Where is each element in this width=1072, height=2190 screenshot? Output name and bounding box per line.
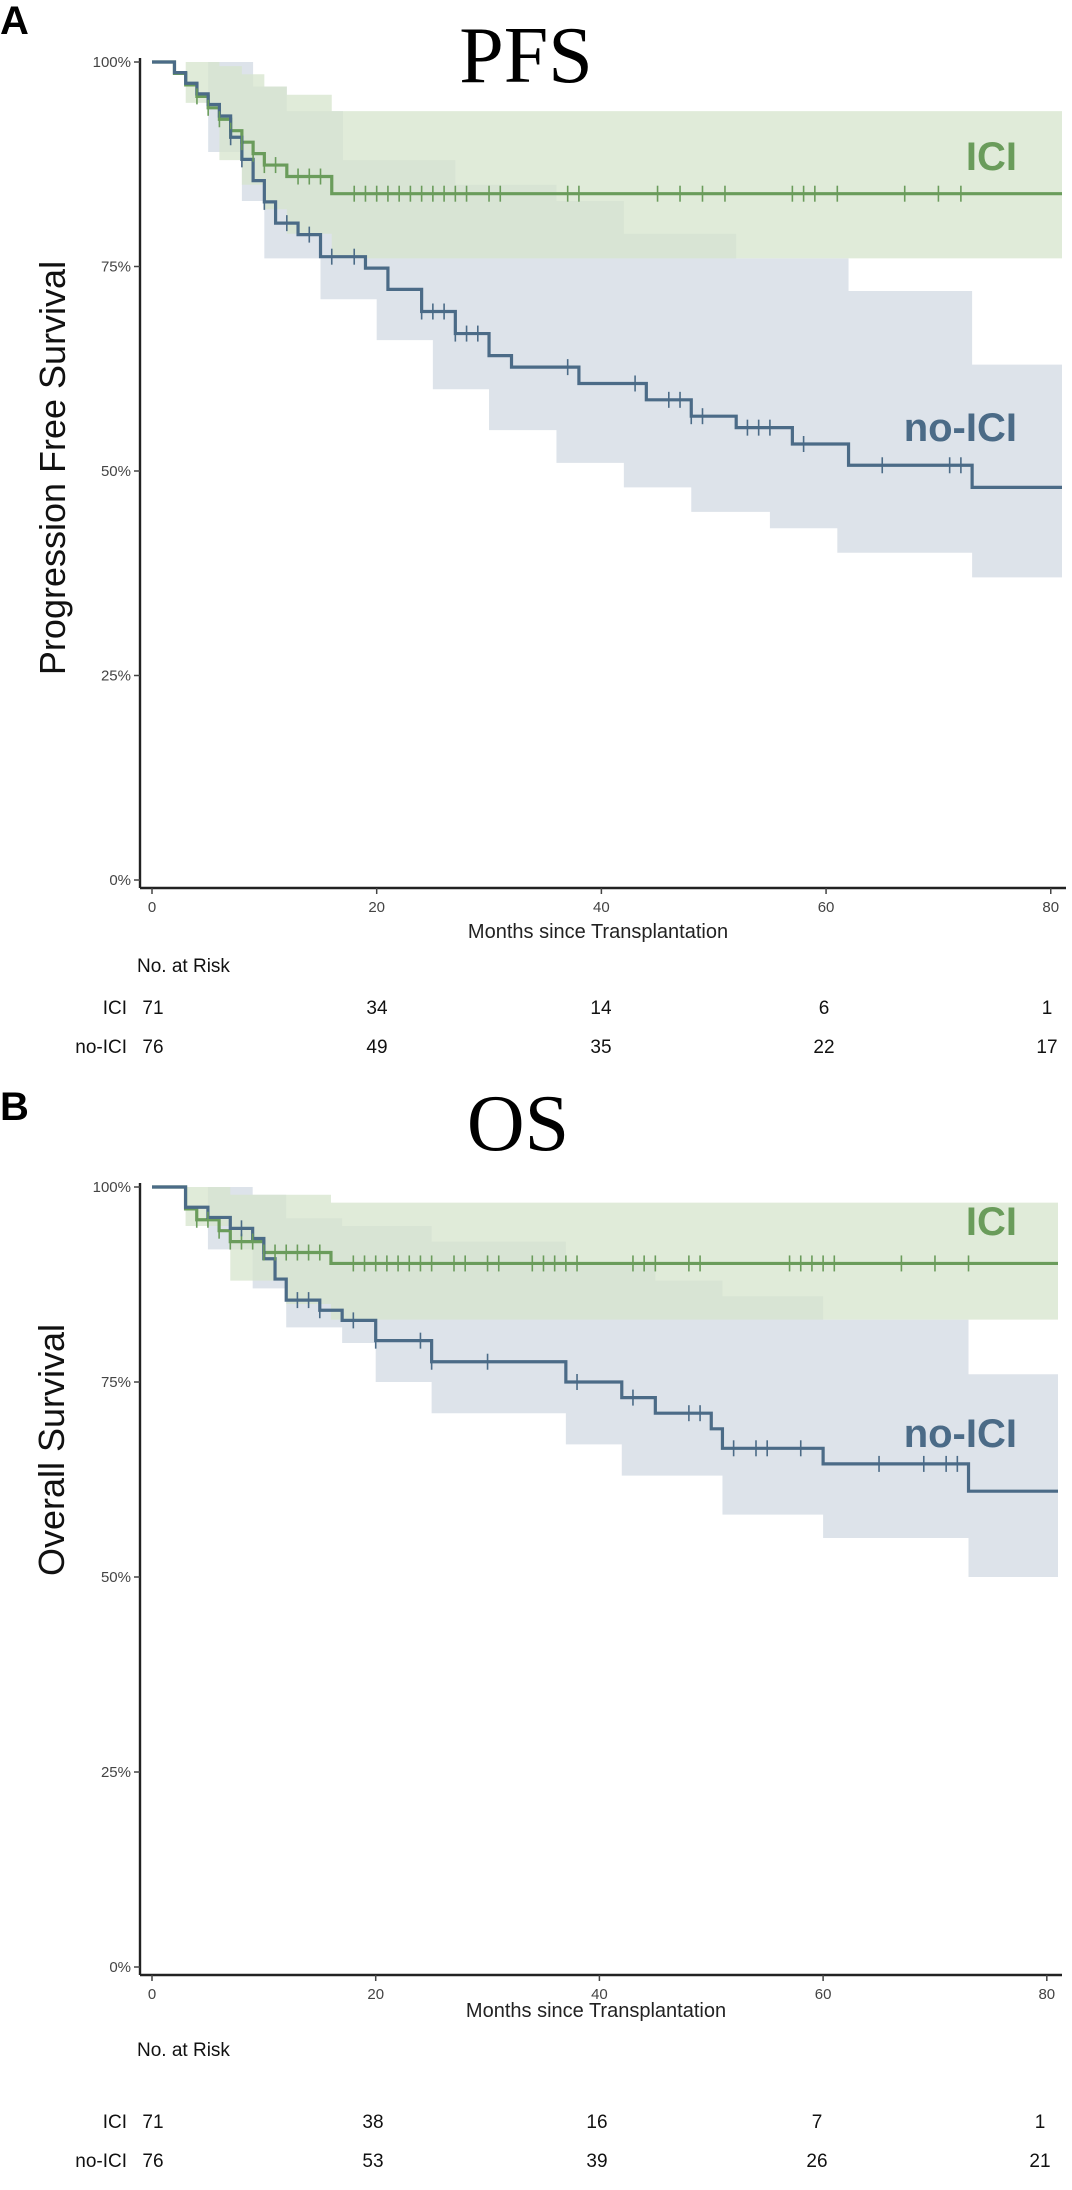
censor-marks bbox=[195, 1211, 970, 1472]
x-tick-label: 60 bbox=[815, 1986, 832, 2003]
risk-value: 39 bbox=[586, 2151, 607, 2172]
risk-value: 34 bbox=[366, 998, 388, 1019]
risk-row-label-ici: ICI bbox=[103, 2112, 127, 2133]
y-tick-label: 50% bbox=[101, 1569, 131, 1586]
x-tick-label: 60 bbox=[818, 899, 835, 916]
confidence-bands bbox=[152, 62, 1062, 586]
series-label-ici: ICI bbox=[966, 135, 1017, 179]
y-tick-label: 100% bbox=[93, 54, 131, 71]
y-axis-label: Overall Survival bbox=[31, 1324, 72, 1576]
y-tick-label: 0% bbox=[109, 872, 131, 889]
y-tick-label: 25% bbox=[101, 1764, 131, 1781]
risk-value: 71 bbox=[142, 2112, 163, 2133]
y-tick-label: 75% bbox=[101, 259, 131, 276]
risk-value: 16 bbox=[586, 2112, 607, 2133]
risk-value: 26 bbox=[806, 2151, 827, 2172]
axes: 0% 25% 50% 75% 100% 0 20 40 60 80 bbox=[93, 54, 1066, 916]
y-tick-label: 100% bbox=[93, 1179, 131, 1196]
panel-letter: A bbox=[0, 0, 29, 43]
x-tick-label: 0 bbox=[148, 899, 156, 916]
risk-value: 6 bbox=[819, 998, 830, 1019]
risk-row-label-no-ici: no-ICI bbox=[75, 2151, 127, 2172]
risk-value: 1 bbox=[1042, 998, 1053, 1019]
axes: 0% 25% 50% 75% 100% 0 20 40 60 80 bbox=[93, 1179, 1062, 2003]
risk-value: 49 bbox=[366, 1037, 387, 1058]
risk-value: 14 bbox=[590, 998, 612, 1019]
series-label-no-ici: no-ICI bbox=[904, 1412, 1017, 1456]
risk-table: No. at Risk ICI no-ICI 71 34 14 6 1 76 4… bbox=[75, 956, 1057, 1058]
censor-marks bbox=[196, 88, 962, 474]
x-tick-label: 20 bbox=[367, 1986, 384, 2003]
confidence-bands bbox=[152, 1187, 1058, 1585]
curve-no-ici bbox=[152, 60, 1062, 489]
risk-value: 35 bbox=[590, 1037, 611, 1058]
y-tick-label: 50% bbox=[101, 463, 131, 480]
x-tick-label: 80 bbox=[1038, 1986, 1055, 2003]
ci-band-ici bbox=[152, 1187, 1058, 1320]
panel-letter: B bbox=[0, 1085, 29, 1129]
risk-row-label-ici: ICI bbox=[103, 998, 127, 1019]
risk-value: 1 bbox=[1035, 2112, 1046, 2133]
risk-value: 7 bbox=[812, 2112, 823, 2133]
risk-table-title: No. at Risk bbox=[137, 2040, 230, 2061]
x-tick-label: 40 bbox=[593, 899, 610, 916]
y-tick-label: 75% bbox=[101, 1374, 131, 1391]
x-axis-label: Months since Transplantation bbox=[468, 921, 728, 943]
y-tick-label: 25% bbox=[101, 668, 131, 685]
curve-no-ici bbox=[152, 1185, 1058, 1493]
x-tick-label: 0 bbox=[148, 1986, 156, 2003]
panel-b: B OS Overall Survival 0% 25% 50% 75% 100% 0 20… bbox=[0, 1080, 1062, 2172]
risk-value: 21 bbox=[1029, 2151, 1050, 2172]
risk-row-label-no-ici: no-ICI bbox=[75, 1037, 127, 1058]
y-axis-label: Progression Free Survival bbox=[32, 261, 73, 675]
risk-value: 38 bbox=[362, 2112, 383, 2133]
x-axis-label: Months since Transplantation bbox=[466, 2000, 726, 2022]
risk-value: 71 bbox=[142, 998, 163, 1019]
risk-value: 53 bbox=[362, 2151, 383, 2172]
panel-a: A PFS Progression Free Survival 0% 25% 50%… bbox=[0, 0, 1066, 1058]
chart-title: OS bbox=[467, 1080, 569, 1168]
x-tick-label: 20 bbox=[368, 899, 385, 916]
y-tick-label: 0% bbox=[109, 1959, 131, 1976]
risk-value: 76 bbox=[142, 1037, 163, 1058]
ci-band-ici bbox=[152, 62, 1062, 267]
x-tick-label: 40 bbox=[591, 1986, 608, 2003]
series-label-no-ici: no-ICI bbox=[904, 406, 1017, 450]
risk-value: 76 bbox=[142, 2151, 163, 2172]
risk-value: 17 bbox=[1036, 1037, 1057, 1058]
chart-title: PFS bbox=[459, 12, 592, 100]
risk-table: No. at Risk ICI no-ICI 71 38 16 7 1 76 5… bbox=[75, 2040, 1050, 2172]
risk-table-title: No. at Risk bbox=[137, 956, 230, 977]
series-label-ici: ICI bbox=[966, 1200, 1017, 1244]
x-tick-label: 80 bbox=[1042, 899, 1059, 916]
risk-value: 22 bbox=[813, 1037, 834, 1058]
